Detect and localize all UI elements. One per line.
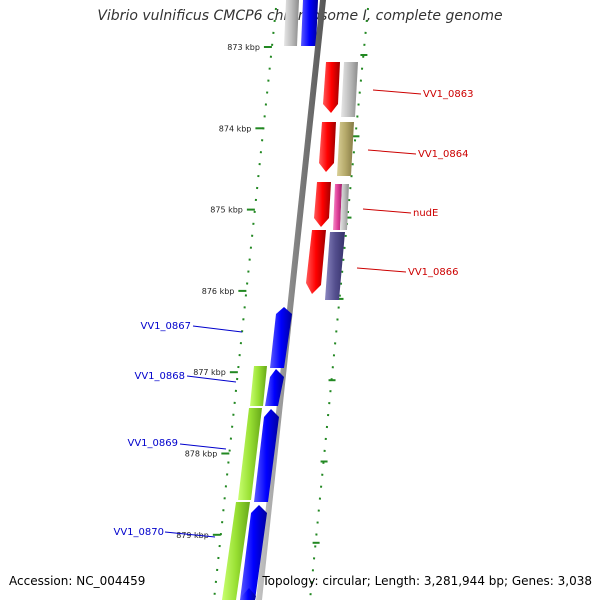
gene-label-VV1_0869[interactable]: VV1_0869 (128, 438, 179, 449)
forward-strand-genes[interactable] (222, 307, 292, 600)
cog-box-nudE-2 (340, 184, 349, 230)
gene-VV1_0870[interactable] (240, 505, 267, 600)
cog-box-nudE-1 (333, 184, 342, 230)
genome-summary: Topology: circular; Length: 3,281,944 bp… (262, 574, 592, 588)
gene-VV1_0863[interactable] (323, 62, 340, 113)
gene-VV1_0866[interactable] (306, 230, 326, 294)
cog-box-VV1_0864 (337, 122, 354, 176)
cog-box-VV1_0869 (238, 408, 262, 500)
gene-label-VV1_0866[interactable]: VV1_0866 (408, 267, 459, 278)
label-leaders (164, 89, 422, 538)
gene-VV1_0864[interactable] (319, 122, 336, 172)
ruler: 873 kbp 874 kbp 875 kbp 876 kbp 877 kbp 878 k… (176, 43, 368, 544)
ruler-label: 876 kbp (202, 287, 235, 296)
gene-label-VV1_0868[interactable]: VV1_0868 (135, 371, 186, 382)
gene-label-VV1_0863[interactable]: VV1_0863 (423, 89, 474, 100)
partial-blue-bottom (240, 588, 256, 600)
cog-box-VV1_0868 (250, 366, 267, 406)
cog-box-VV1_0870 (222, 502, 250, 600)
map-title: Vibrio vulnificus CMCP6 chromosome I, co… (97, 8, 503, 24)
cog-box-VV1_0863 (341, 62, 358, 117)
outer-tick-track (309, 7, 369, 600)
gene-VV1_0869[interactable] (254, 409, 279, 502)
partial-blue-feature (301, 0, 318, 46)
ruler-label: 878 kbp (185, 450, 218, 459)
reverse-strand-genes (306, 62, 358, 300)
ruler-label: 875 kbp (210, 206, 243, 215)
gene-label-nudE[interactable]: nudE (413, 208, 438, 219)
gene-VV1_0868[interactable] (265, 369, 284, 406)
gene-VV1_0867[interactable] (270, 307, 292, 368)
partial-grey-feature (284, 0, 299, 46)
gene-label-VV1_0864[interactable]: VV1_0864 (418, 149, 469, 160)
cog-box-VV1_0866 (325, 232, 345, 300)
gene-nudE[interactable] (314, 182, 331, 227)
ruler-label: 877 kbp (193, 368, 226, 377)
gene-label-VV1_0867[interactable]: VV1_0867 (141, 321, 192, 332)
gene-labels: VV1_0863 VV1_0864 nudE VV1_0866 VV1_0867… (114, 89, 474, 538)
ruler-label: 879 kbp (176, 531, 209, 540)
ruler-label: 874 kbp (219, 124, 252, 133)
accession-label: Accession: NC_004459 (9, 574, 146, 588)
gene-label-VV1_0870[interactable]: VV1_0870 (114, 527, 165, 538)
genome-backbone (256, 0, 326, 600)
ruler-label: 873 kbp (227, 43, 260, 52)
